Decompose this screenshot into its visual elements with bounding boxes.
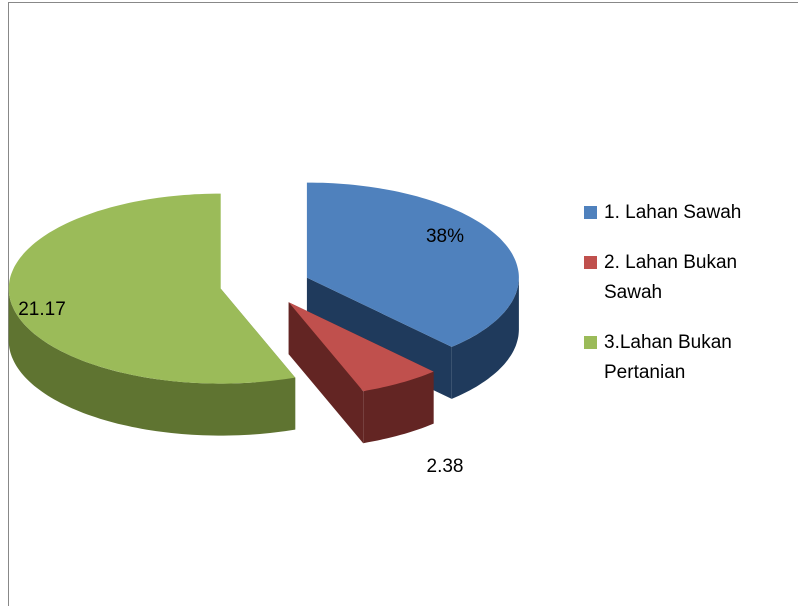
slice xyxy=(288,302,434,392)
slice-cut-face xyxy=(288,302,364,444)
legend: 1. Lahan Sawah 2. Lahan Bukan Sawah 3.Laha… xyxy=(582,198,762,408)
slice-side xyxy=(8,288,296,436)
data-label: 38% xyxy=(426,226,464,247)
legend-label: 1. Lahan Sawah xyxy=(604,202,742,223)
legend-item: 1. Lahan Sawah xyxy=(582,198,762,228)
data-label: 21.17 xyxy=(18,299,66,320)
slice xyxy=(8,193,296,384)
legend-item: 3.Lahan Bukan Pertanian xyxy=(582,328,762,388)
legend-label: 2. Lahan Bukan Sawah xyxy=(604,252,738,303)
slice xyxy=(306,182,519,347)
data-label: 2.38 xyxy=(427,456,464,477)
slice-side xyxy=(451,277,519,399)
slice-side xyxy=(363,371,434,444)
legend-swatch xyxy=(584,336,597,349)
legend-label: 3.Lahan Bukan Pertanian xyxy=(604,332,732,383)
legend-item: 2. Lahan Bukan Sawah xyxy=(582,248,762,308)
legend-swatch xyxy=(584,206,597,219)
legend-swatch xyxy=(584,256,597,269)
